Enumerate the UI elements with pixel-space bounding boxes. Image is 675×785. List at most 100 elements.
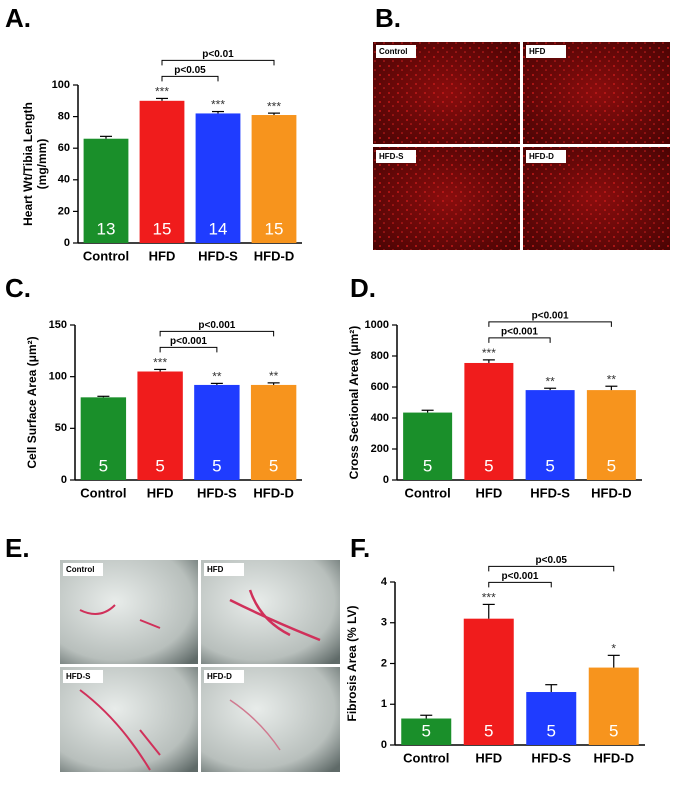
y-axis-label: Cross Sectional Area (μm²) [347, 326, 361, 480]
micrograph-grid [373, 42, 670, 250]
comparison-label: p<0.001 [532, 311, 569, 322]
n-label: 5 [484, 456, 493, 475]
image-label: Control [379, 47, 407, 56]
error-bar [482, 359, 495, 363]
x-tick-label: Control [405, 485, 451, 500]
image-label-box [63, 670, 103, 683]
image-label-box [63, 563, 103, 576]
panel-letter: E. [5, 533, 30, 563]
significance-label: *** [153, 356, 167, 370]
image-label: HFD [529, 47, 546, 56]
x-tick-label: Control [403, 750, 449, 765]
n-label: 14 [209, 219, 228, 238]
image-label-box [204, 670, 244, 683]
micrograph [60, 560, 198, 664]
x-tick-label: HFD-D [594, 750, 634, 765]
significance-label: *** [267, 99, 281, 113]
n-label: 5 [212, 456, 221, 475]
error-bar [268, 112, 280, 116]
x-tick-label: Control [83, 248, 129, 263]
bar [251, 115, 297, 243]
significance-label: * [611, 642, 616, 656]
image-label: HFD-S [379, 152, 404, 161]
image-label: HFD-D [207, 672, 232, 681]
bar [194, 384, 240, 480]
panel-letter: A. [5, 3, 31, 33]
panel-letter: F. [350, 533, 370, 563]
x-tick-label: HFD-S [198, 248, 238, 263]
y-tick-label: 60 [58, 142, 70, 154]
error-bar [482, 603, 495, 619]
bar [586, 390, 636, 480]
error-bar [212, 110, 224, 114]
y-tick-label: 200 [371, 443, 389, 455]
panel-letter: D. [350, 273, 376, 303]
n-label: 5 [547, 721, 556, 740]
micrograph [201, 560, 340, 664]
y-tick-label: 20 [58, 205, 70, 217]
y-tick-label: 150 [49, 319, 67, 331]
comparison-label: p<0.001 [502, 571, 539, 582]
comparison-bracket [161, 75, 219, 82]
y-tick-label: 100 [49, 371, 67, 383]
bar [80, 397, 127, 480]
n-label: 15 [265, 219, 284, 238]
bar [401, 718, 452, 745]
bar [464, 362, 514, 480]
image-label: HFD-D [529, 152, 554, 161]
n-label: 5 [422, 721, 431, 740]
comparison-bracket [161, 59, 275, 66]
n-label: 5 [155, 456, 164, 475]
micrograph [201, 667, 340, 772]
significance-label: *** [482, 591, 496, 605]
error-bar [210, 382, 223, 385]
n-label: 5 [269, 456, 278, 475]
bar [250, 384, 297, 480]
error-bar [156, 97, 168, 101]
error-bar [421, 409, 434, 413]
significance-label: *** [211, 98, 225, 112]
significance-label: *** [482, 346, 496, 360]
panel-letter: B. [375, 3, 401, 33]
y-tick-label: 50 [55, 422, 67, 434]
image-label: HFD-S [66, 672, 91, 681]
y-tick-label: 600 [371, 381, 389, 393]
comparison-bracket [159, 346, 218, 353]
bar [139, 100, 185, 243]
x-tick-label: HFD-S [531, 750, 571, 765]
x-tick-label: HFD-S [530, 485, 570, 500]
comparison-label: p<0.001 [198, 320, 235, 331]
error-bar [420, 714, 433, 719]
image-label-box [376, 150, 416, 163]
bar [526, 692, 577, 745]
comparison-bracket [159, 330, 275, 337]
significance-label: ** [269, 369, 279, 383]
y-tick-label: 1 [381, 698, 387, 710]
bar [403, 412, 453, 480]
comparison-bracket [488, 565, 615, 572]
significance-label: *** [155, 85, 169, 99]
y-tick-label: 80 [58, 111, 70, 123]
comparison-bracket [488, 581, 552, 588]
y-tick-label: 0 [64, 237, 70, 249]
y-tick-label: 3 [381, 617, 387, 629]
y-tick-label: 40 [58, 174, 70, 186]
x-tick-label: HFD-D [254, 248, 294, 263]
error-bar [97, 395, 110, 398]
n-label: 13 [97, 219, 116, 238]
image-label-box [526, 45, 566, 58]
comparison-label: p<0.05 [174, 65, 206, 76]
y-tick-label: 0 [383, 474, 389, 486]
n-label: 5 [607, 456, 616, 475]
y-axis-label: Cell Surface Area (μm²) [25, 336, 39, 468]
comparison-bracket [488, 337, 551, 343]
image-label-box [526, 150, 566, 163]
x-tick-label: Control [80, 485, 126, 500]
bar [137, 371, 183, 480]
x-tick-label: HFD [476, 485, 503, 500]
significance-label: ** [545, 374, 555, 388]
x-tick-label: HFD-D [253, 485, 293, 500]
x-tick-label: HFD-S [197, 485, 237, 500]
y-tick-label: 0 [381, 739, 387, 751]
error-bar [545, 684, 558, 693]
